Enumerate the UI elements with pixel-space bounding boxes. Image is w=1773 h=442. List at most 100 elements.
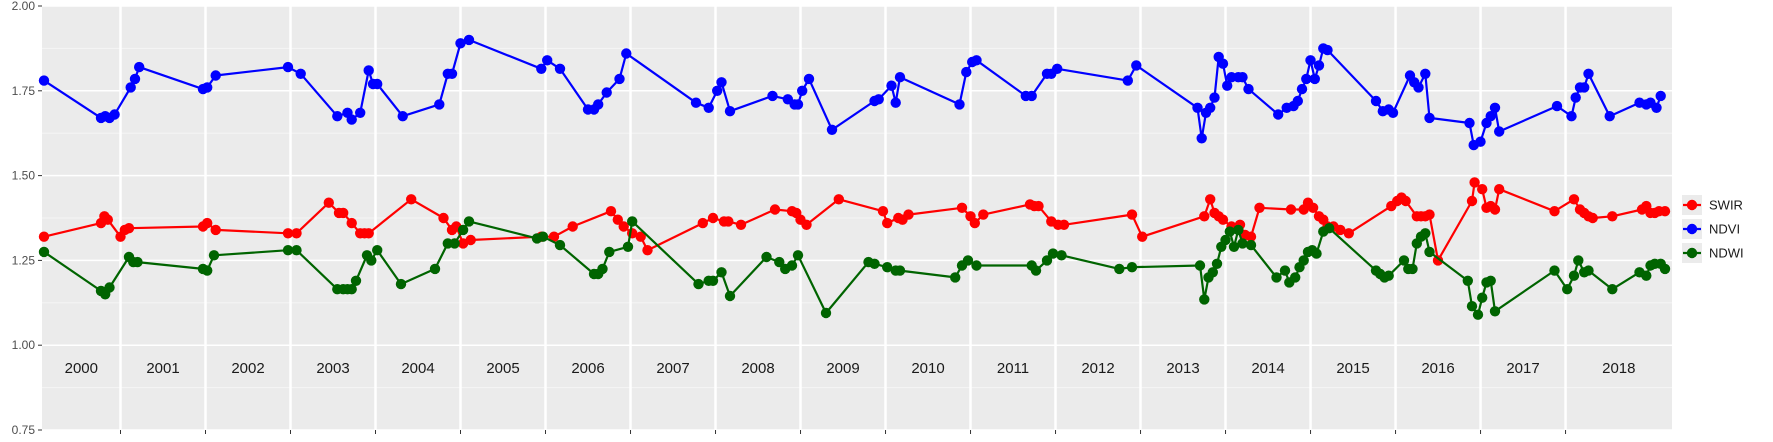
data-point-ndwi	[429, 263, 441, 275]
data-point-ndvi	[355, 107, 366, 119]
data-point-ndwi	[1489, 306, 1501, 317]
data-point-ndvi	[1237, 72, 1248, 83]
data-point-ndvi	[954, 99, 965, 110]
data-point-ndvi	[1566, 111, 1577, 122]
data-point-ndwi	[1228, 241, 1240, 252]
data-point-ndwi	[1030, 265, 1042, 276]
data-point-ndvi	[1370, 95, 1382, 107]
data-point-ndwi	[346, 284, 357, 295]
data-point-ndwi	[894, 265, 906, 276]
data-point-ndvi	[1309, 73, 1321, 85]
data-point-swir	[323, 197, 334, 208]
data-point-ndvi	[1485, 111, 1496, 122]
year-label: 2014	[1251, 360, 1284, 377]
data-point-swir	[406, 194, 417, 205]
year-label: 2009	[826, 360, 859, 377]
data-point-ndvi	[1322, 44, 1333, 56]
data-point-swir	[346, 217, 357, 229]
data-point-ndwi	[449, 238, 460, 249]
year-label: 2005	[486, 360, 519, 377]
data-point-ndvi	[434, 99, 445, 110]
data-point-ndvi	[1122, 75, 1134, 86]
data-point-ndvi	[803, 73, 815, 85]
data-point-swir	[1466, 195, 1478, 207]
data-point-ndwi	[1290, 272, 1301, 283]
year-label: 2006	[571, 360, 604, 377]
data-point-ndwi	[707, 275, 719, 286]
data-point-ndwi	[820, 307, 832, 319]
data-point-ndwi	[104, 282, 115, 293]
data-point-ndwi	[202, 265, 213, 276]
data-point-ndvi	[767, 90, 778, 102]
legend-label: NDWI	[1709, 246, 1744, 261]
data-point-ndwi	[457, 224, 469, 236]
data-point-ndvi	[1655, 90, 1666, 102]
data-point-ndvi	[1217, 58, 1229, 69]
data-point-swir	[769, 204, 781, 215]
data-point-ndwi	[597, 263, 608, 275]
data-point-swir	[438, 212, 449, 224]
data-point-ndwi	[786, 260, 798, 271]
data-point-ndwi	[1659, 263, 1671, 275]
data-point-ndvi	[1494, 126, 1505, 137]
data-point-ndwi	[1568, 270, 1580, 281]
legend-key-point	[1686, 247, 1698, 259]
data-point-swir	[1199, 211, 1210, 222]
data-point-ndvi	[1570, 92, 1581, 103]
data-point-ndwi	[1047, 248, 1059, 259]
data-point-ndvi	[890, 97, 901, 108]
data-point-ndwi	[1271, 272, 1282, 283]
data-point-ndwi	[554, 239, 566, 251]
data-point-ndwi	[1199, 294, 1210, 305]
y-tick-label: 0.75	[12, 423, 36, 437]
data-point-ndwi	[1383, 270, 1394, 281]
data-point-ndwi	[291, 245, 302, 256]
data-point-ndvi	[601, 87, 612, 98]
data-point-ndvi	[1583, 68, 1594, 80]
year-label: 2000	[65, 360, 98, 377]
data-point-ndvi	[332, 111, 343, 122]
data-point-ndvi	[961, 66, 972, 78]
data-point-ndvi	[554, 63, 566, 74]
data-point-ndwi	[1220, 234, 1231, 246]
data-point-ndvi	[282, 61, 294, 73]
y-tick-label: 1.75	[12, 84, 36, 98]
legend: SWIR NDVI NDWI	[1682, 195, 1744, 263]
data-point-ndvi	[536, 63, 547, 74]
year-label: 2004	[401, 360, 434, 377]
data-point-ndvi	[1420, 68, 1431, 80]
legend-item-ndwi: NDWI	[1682, 243, 1744, 263]
data-point-ndwi	[1549, 265, 1560, 276]
data-point-swir	[642, 245, 653, 256]
data-point-ndvi	[295, 68, 306, 80]
data-point-ndvi	[1192, 102, 1203, 114]
year-label: 2011	[997, 360, 1029, 377]
data-point-swir	[1489, 204, 1501, 215]
data-point-swir	[1494, 184, 1505, 195]
data-point-ndwi	[1583, 265, 1594, 276]
data-point-ndwi	[604, 246, 615, 258]
data-point-ndvi	[1651, 102, 1662, 114]
data-point-swir	[618, 221, 629, 232]
data-point-ndwi	[1245, 239, 1257, 251]
data-point-ndvi	[1551, 100, 1563, 112]
data-point-ndwi	[1041, 255, 1053, 266]
data-point-ndvi	[1604, 111, 1615, 122]
data-point-ndvi	[129, 73, 141, 85]
data-point-ndwi	[372, 245, 383, 256]
data-point-ndvi	[210, 70, 221, 81]
data-point-ndwi	[1472, 309, 1484, 320]
year-label: 2015	[1336, 360, 1369, 377]
data-point-swir	[1217, 214, 1229, 225]
data-point-ndvi	[703, 102, 714, 114]
legend-item-ndvi: NDVI	[1682, 219, 1740, 239]
data-point-ndwi	[1562, 284, 1573, 295]
data-point-ndwi	[792, 250, 804, 261]
data-point-ndwi	[1311, 248, 1322, 259]
year-label: 2017	[1506, 360, 1539, 377]
data-point-ndwi	[1207, 267, 1219, 278]
data-point-ndwi	[869, 258, 880, 269]
data-point-ndvi	[1196, 133, 1207, 144]
data-point-ndvi	[971, 55, 982, 66]
data-point-ndvi	[1273, 109, 1284, 120]
